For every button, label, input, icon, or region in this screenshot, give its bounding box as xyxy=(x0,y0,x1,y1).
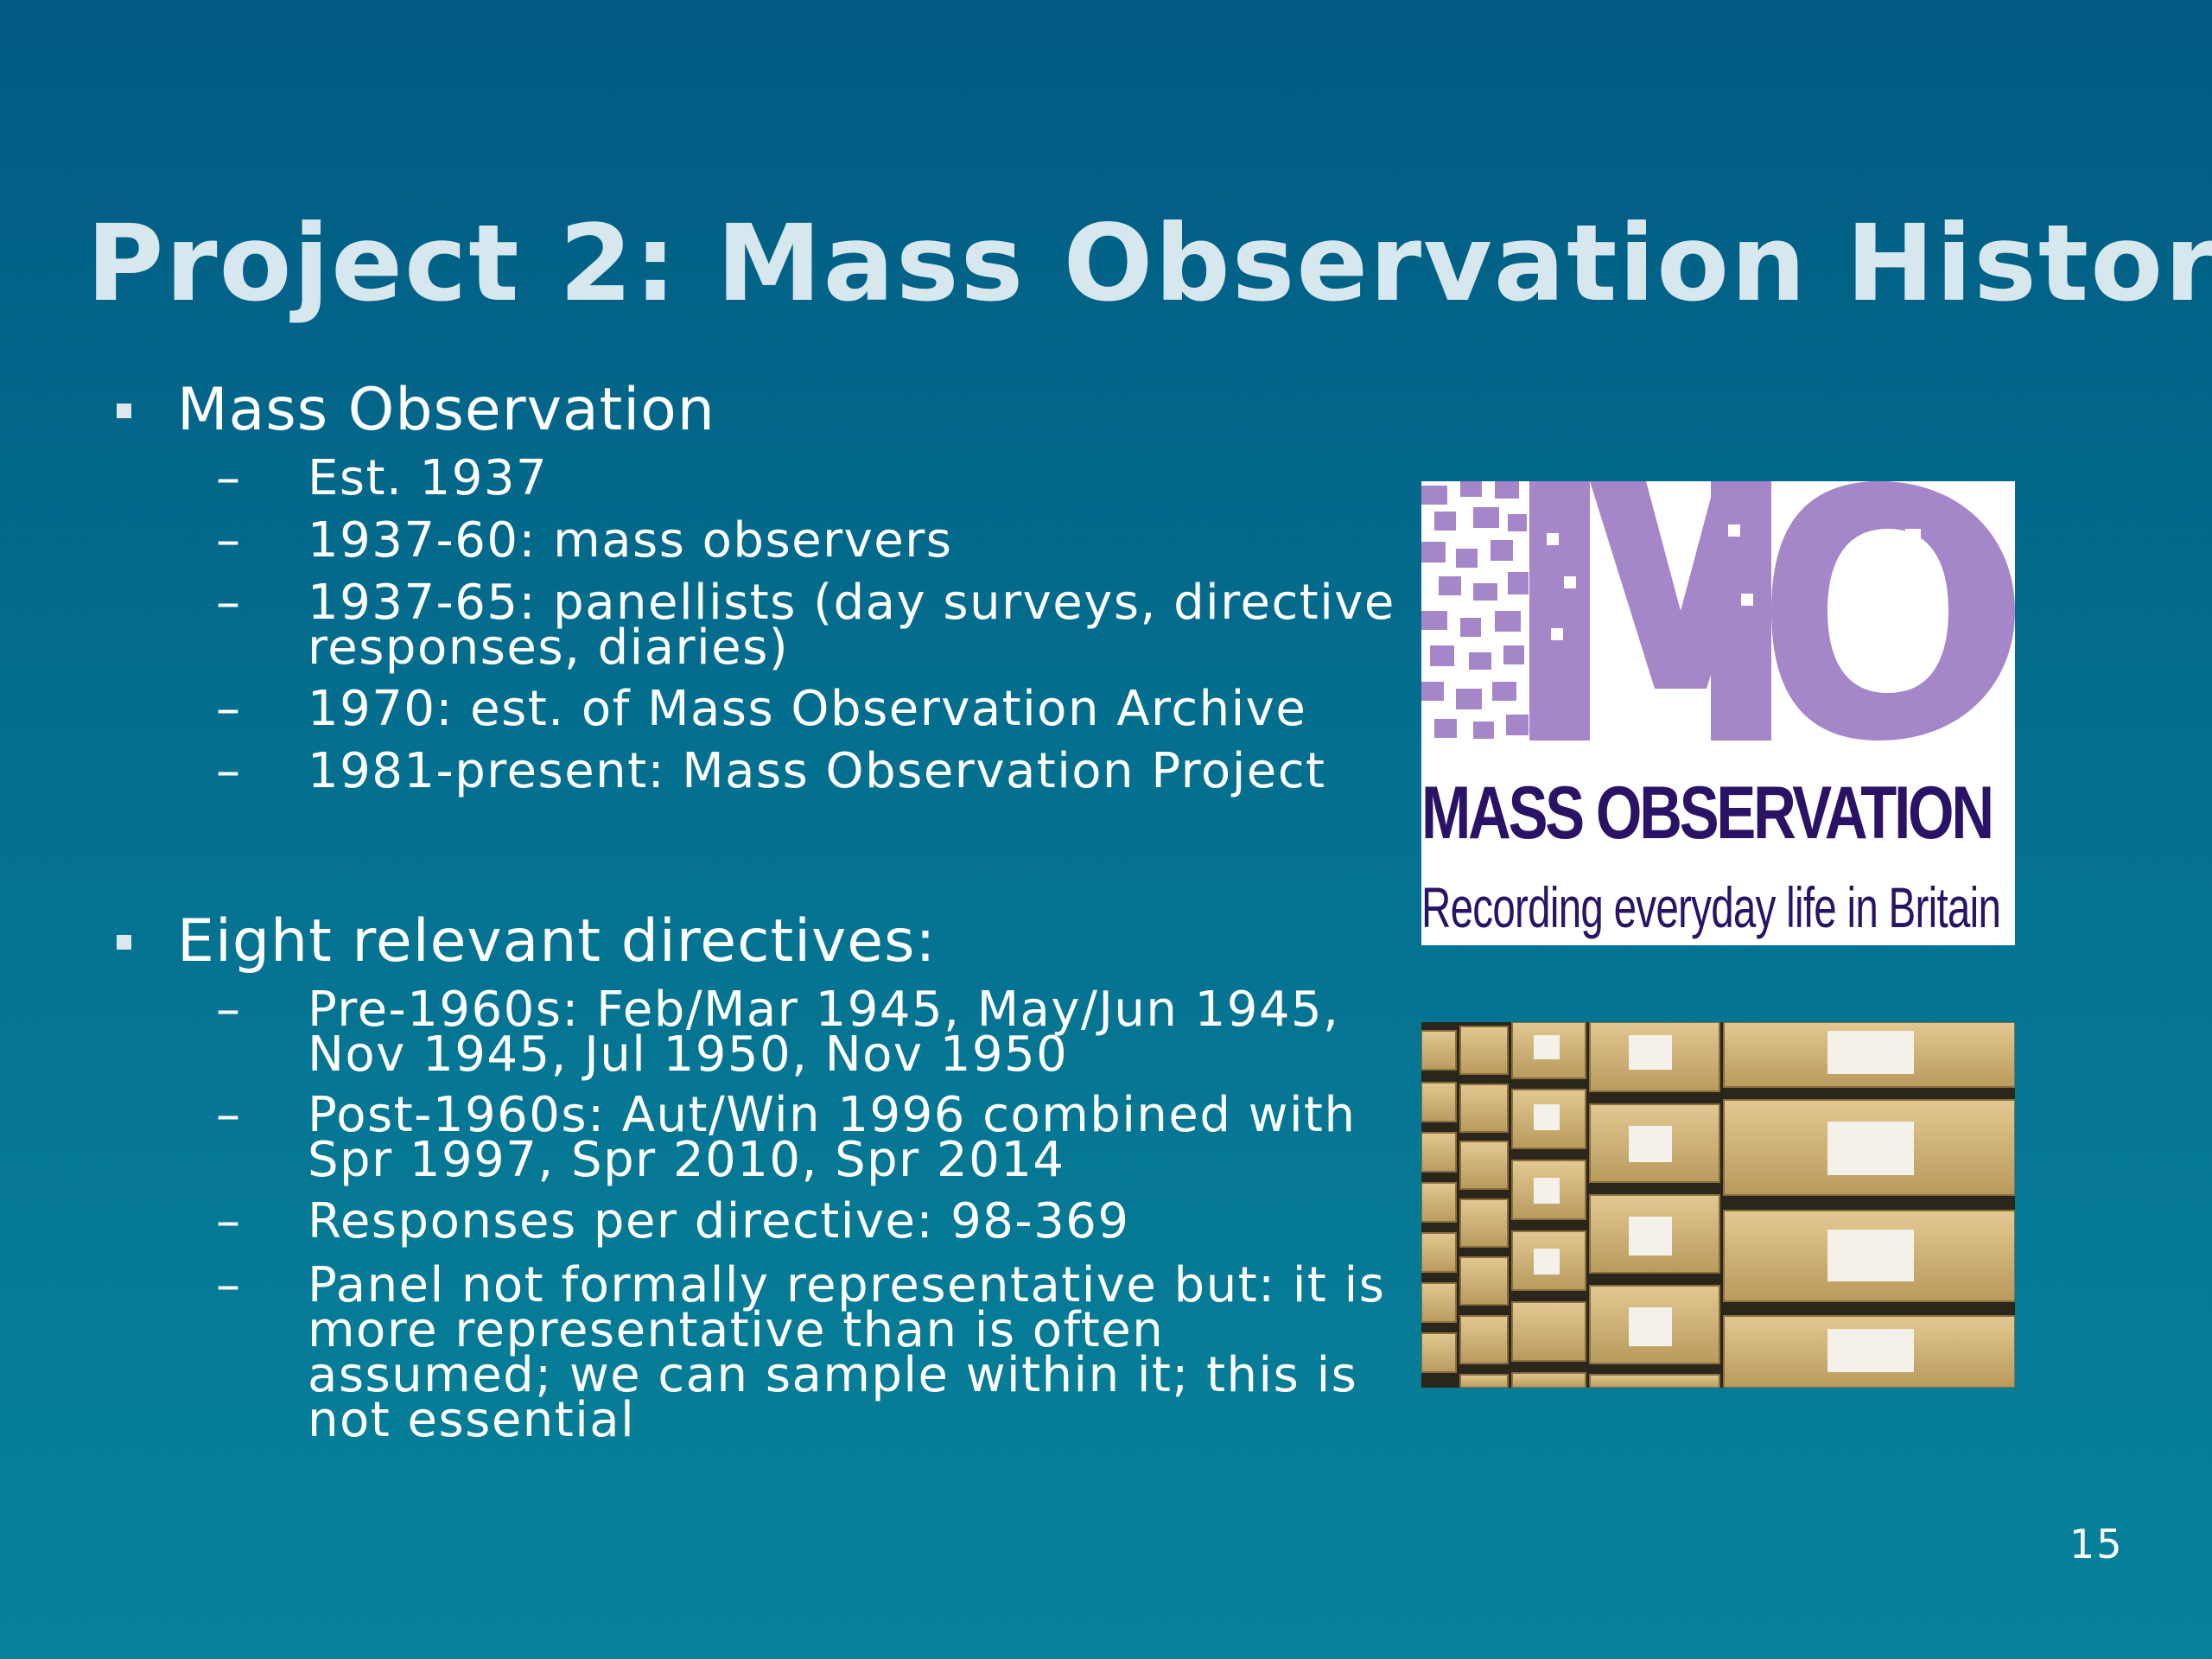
sub-bullet-text: 1981-present: Mass Observation Project xyxy=(308,743,1326,799)
sub-bullet-text: Panel not formally representative but: i… xyxy=(308,1257,1386,1448)
dash-marker: – xyxy=(216,743,242,799)
archive-shelves-photo xyxy=(1421,1022,2015,1388)
sub-bullet-text: Post-1960s: Aut/Win 1996 combined with Sp… xyxy=(308,1087,1357,1188)
dash-marker: – xyxy=(216,512,242,569)
sub-bullet-text: 1937-60: mass observers xyxy=(308,512,953,569)
sub-bullet-text: Est. 1937 xyxy=(308,450,549,506)
dash-marker: – xyxy=(216,1257,242,1313)
bullet-label: Eight relevant directives: xyxy=(177,907,937,976)
sub-bullet-text: Pre-1960s: Feb/Mar 1945, May/Jun 1945, No… xyxy=(308,982,1340,1083)
dash-marker: – xyxy=(216,1193,242,1249)
bullet-label: Mass Observation xyxy=(177,376,715,444)
mo-monogram-icon xyxy=(1421,481,2015,741)
logo-brand-text: MASS OBSERVATION xyxy=(1421,772,1994,855)
dash-marker: – xyxy=(216,1087,242,1143)
logo-tagline: Recording everyday life in Britain xyxy=(1421,875,2001,939)
mass-observation-logo: MASS OBSERVATION Recording everyday life… xyxy=(1421,481,2015,945)
dash-marker: – xyxy=(216,681,242,737)
dash-marker: – xyxy=(216,575,242,631)
archive-boxes-image xyxy=(1421,1022,2015,1388)
dash-marker: – xyxy=(216,450,242,506)
sub-bullet-text: 1970: est. of Mass Observation Archive xyxy=(308,681,1307,737)
square-bullet-icon xyxy=(117,935,131,950)
dash-marker: – xyxy=(216,982,242,1038)
sub-bullet-text: Responses per directive: 98-369 xyxy=(308,1193,1130,1249)
sub-bullet-text: 1937-65: panellists (day surveys, direct… xyxy=(308,575,1395,676)
page-number: 15 xyxy=(2069,1521,2124,1567)
slide-title: Project 2: Mass Observation History xyxy=(86,202,2212,325)
square-bullet-icon xyxy=(117,404,131,418)
